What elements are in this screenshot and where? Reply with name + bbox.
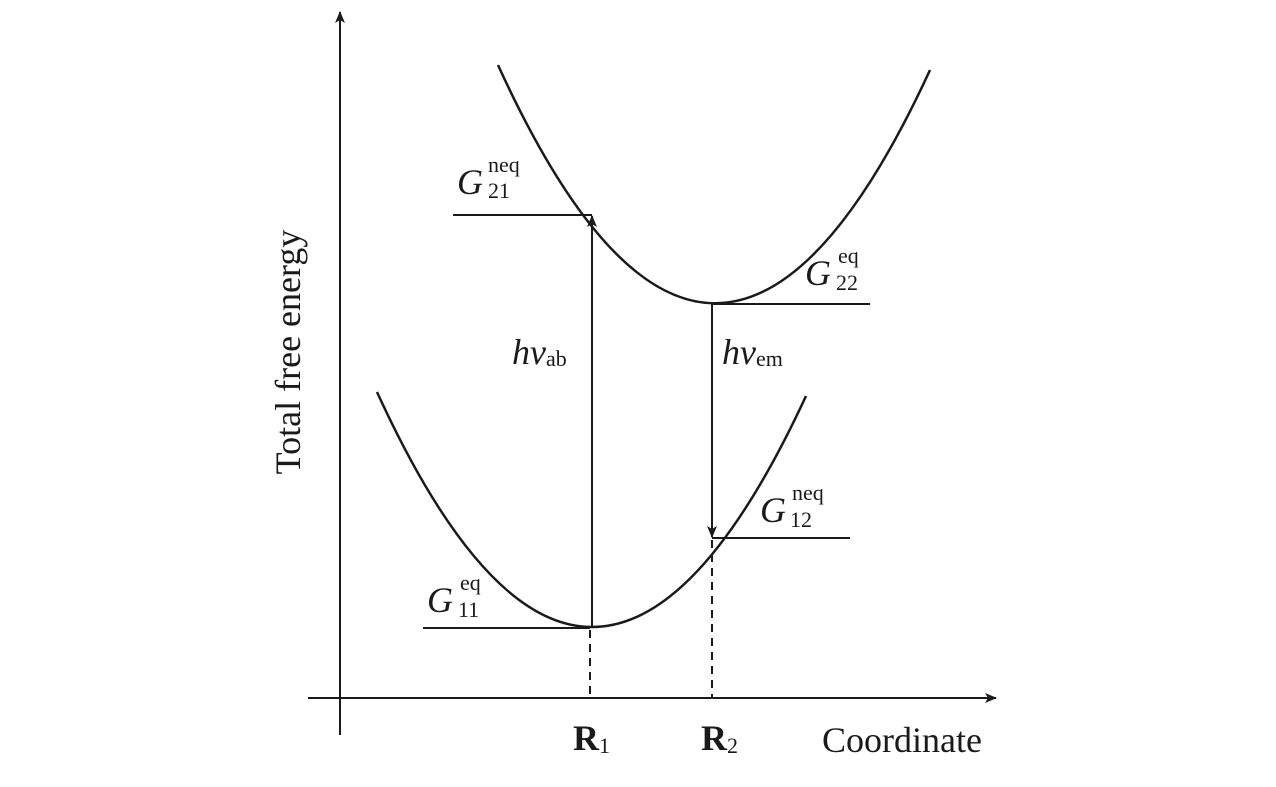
position-base: R bbox=[701, 718, 728, 758]
transition-label: hvem bbox=[722, 332, 783, 372]
position-label: R2 bbox=[701, 718, 738, 758]
transition-base: hv bbox=[512, 332, 546, 372]
level-sup: neq bbox=[488, 152, 520, 177]
level-sub: 11 bbox=[458, 597, 479, 622]
transition-sub: em bbox=[756, 346, 783, 371]
level-sub: 21 bbox=[488, 178, 510, 203]
level-sup: neq bbox=[792, 480, 824, 505]
level-base: G bbox=[427, 580, 453, 620]
position-sub: 1 bbox=[599, 733, 610, 758]
transition-sub: ab bbox=[546, 346, 567, 371]
position-sub: 2 bbox=[727, 733, 738, 758]
level-base: G bbox=[805, 253, 831, 293]
x-axis-label: Coordinate bbox=[822, 720, 982, 760]
level-sup: eq bbox=[460, 570, 481, 595]
transition-base: hv bbox=[722, 332, 756, 372]
level-base: G bbox=[760, 490, 786, 530]
level-label: G eq 22 bbox=[805, 243, 859, 295]
level-sup: eq bbox=[838, 243, 859, 268]
level-base: G bbox=[457, 162, 483, 202]
level-label: G eq 11 bbox=[427, 570, 481, 622]
position-base: R bbox=[573, 718, 600, 758]
transition-label: hvab bbox=[512, 332, 567, 372]
level-label: G neq 12 bbox=[760, 480, 824, 532]
level-sub: 12 bbox=[790, 507, 812, 532]
level-sub: 22 bbox=[836, 270, 858, 295]
level-label: G neq 21 bbox=[457, 152, 520, 203]
excited-state-curve bbox=[496, 64, 932, 305]
y-axis-label: Total free energy bbox=[268, 230, 308, 475]
position-label: R1 bbox=[573, 718, 610, 758]
